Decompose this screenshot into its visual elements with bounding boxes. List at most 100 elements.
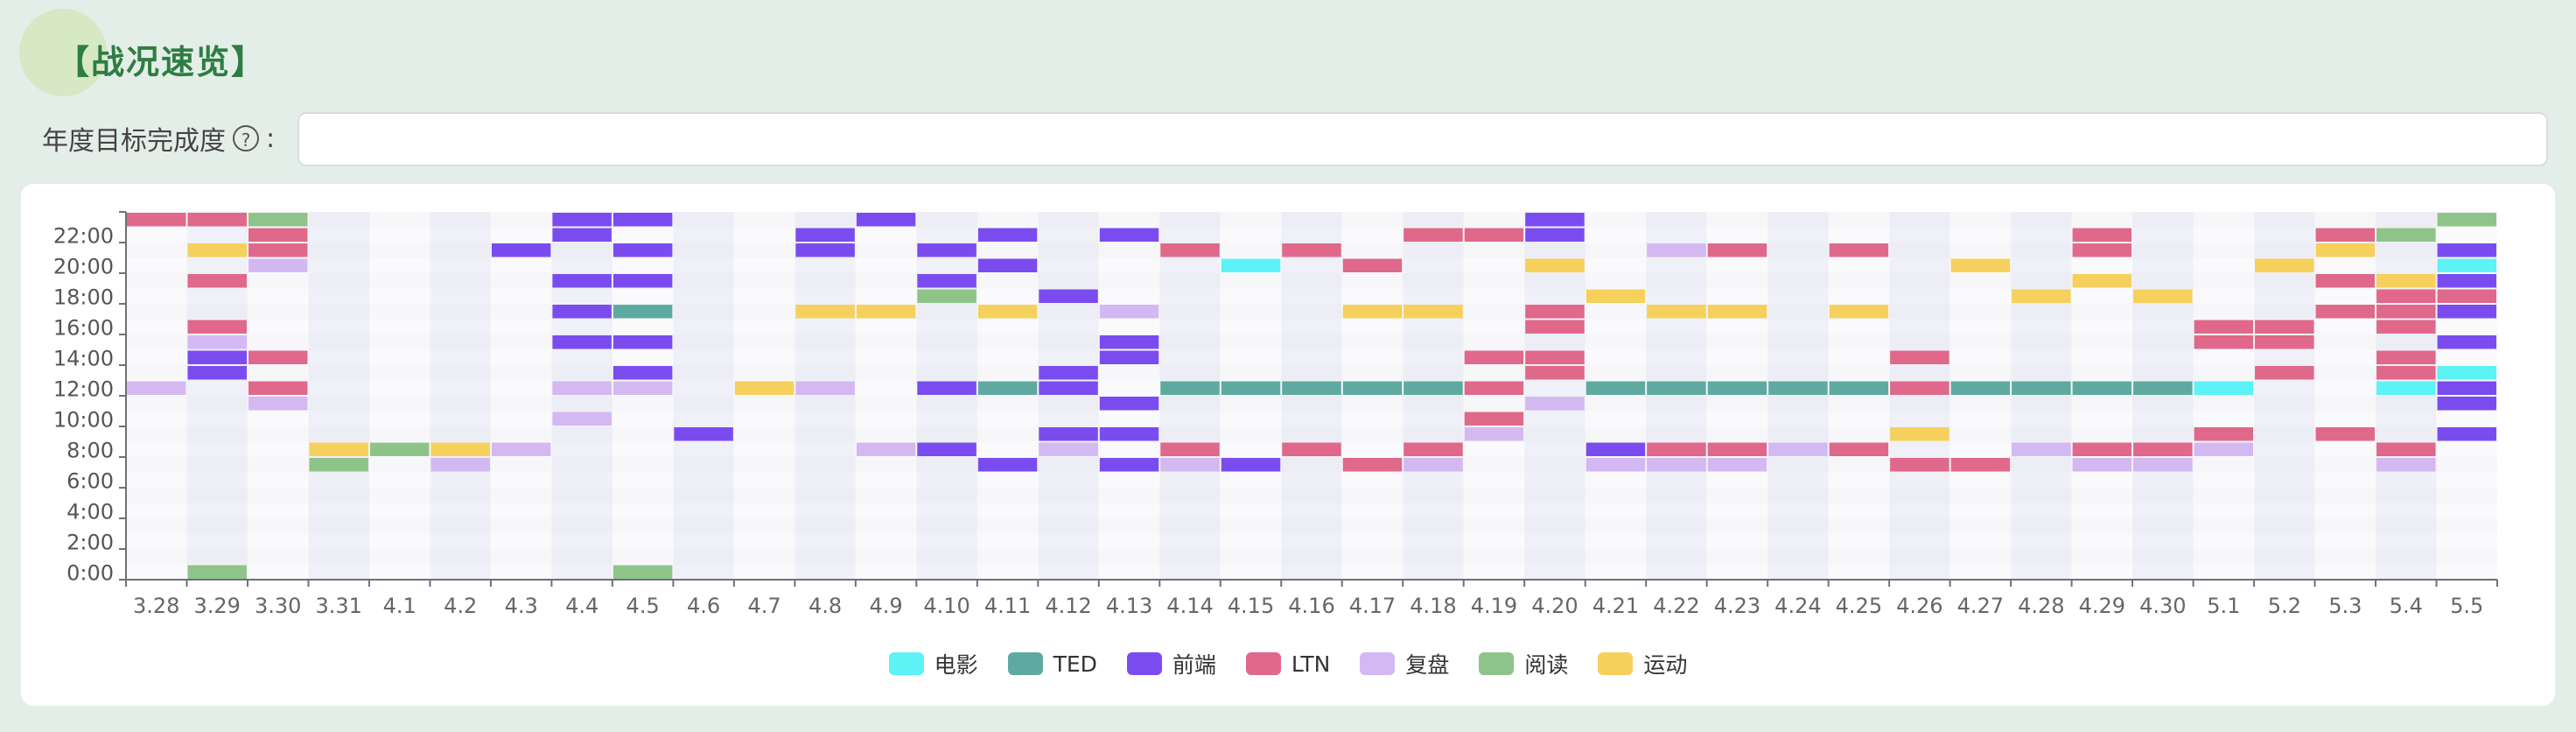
x-tick-label: 5.3 <box>2328 594 2362 618</box>
x-tick-label: 4.28 <box>2018 594 2064 618</box>
row-band <box>126 212 2497 228</box>
heatmap-cell <box>1890 381 1950 395</box>
legend-item[interactable]: 电影 <box>888 648 978 679</box>
legend-label: LTN <box>1291 651 1331 677</box>
legend-item[interactable]: 阅读 <box>1479 648 1568 679</box>
heatmap-cell <box>1707 381 1768 395</box>
heatmap-cell <box>795 381 855 395</box>
column-background <box>733 212 795 580</box>
heatmap-cell <box>2255 258 2314 272</box>
heatmap-cell <box>1342 305 1403 319</box>
heatmap-cell <box>1525 350 1585 364</box>
x-tick-label: 4.1 <box>383 594 416 618</box>
x-tick-label: 4.5 <box>626 594 660 618</box>
heatmap-cell <box>1525 366 1585 380</box>
heatmap-cell <box>187 565 247 579</box>
row-band <box>126 488 2497 503</box>
heatmap-cell <box>1221 258 1281 272</box>
heatmap-cell <box>612 381 673 395</box>
goal-label-colon: : <box>266 123 276 154</box>
heatmap-cell <box>612 335 673 349</box>
legend-swatch <box>1126 652 1162 675</box>
heatmap-cell <box>248 350 308 364</box>
heatmap-cell <box>1039 289 1098 303</box>
heatmap-cell <box>2437 427 2496 441</box>
y-tick-label: 10:00 <box>53 407 114 432</box>
heatmap-cell <box>612 213 673 227</box>
heatmap-cell <box>2012 381 2071 395</box>
heatmap-cell <box>187 243 247 257</box>
heatmap-cell <box>1464 350 1524 364</box>
heatmap-cell <box>2437 397 2496 411</box>
heatmap-cell <box>2315 305 2376 319</box>
heatmap-cell <box>248 381 308 395</box>
x-tick-label: 4.4 <box>565 594 598 618</box>
heatmap-cell <box>2437 366 2496 380</box>
column-background <box>2376 212 2437 580</box>
heatmap-cell <box>552 335 612 349</box>
legend-item[interactable]: 复盘 <box>1360 648 1449 679</box>
heatmap-cell <box>187 350 247 364</box>
column-background <box>976 212 1039 580</box>
column-background <box>1889 212 1950 580</box>
x-tick-label: 5.2 <box>2268 594 2301 618</box>
x-tick-label: 4.12 <box>1045 594 1091 618</box>
heatmap-cell <box>1160 458 1220 472</box>
y-tick-label: 0:00 <box>66 560 114 585</box>
x-tick-label: 4.25 <box>1836 594 1882 618</box>
heatmap-cell <box>2376 366 2436 380</box>
legend-item[interactable]: 运动 <box>1598 648 1687 679</box>
heatmap-cell <box>2194 381 2254 395</box>
y-tick-label: 20:00 <box>53 254 114 278</box>
legend-label: 运动 <box>1643 652 1688 678</box>
legend-item[interactable]: 前端 <box>1126 648 1216 679</box>
y-tick-label: 22:00 <box>53 223 114 248</box>
legend-item[interactable]: TED <box>1007 648 1097 679</box>
column-background <box>1341 212 1404 580</box>
column-background <box>2011 212 2072 580</box>
heatmap-cell <box>1160 243 1220 257</box>
heatmap-cell <box>1404 442 1463 456</box>
heatmap-cell <box>1404 458 1463 472</box>
row-band <box>126 273 2497 289</box>
heatmap-cell <box>2072 228 2132 242</box>
heatmap-cell <box>612 366 673 380</box>
heatmap-cell <box>1282 381 1341 395</box>
legend-item[interactable]: LTN <box>1245 648 1331 679</box>
x-tick-label: 4.29 <box>2079 594 2125 618</box>
heatmap-cell <box>2376 305 2436 319</box>
heatmap-cell <box>309 458 368 472</box>
heatmap-cell <box>248 213 308 227</box>
column-background <box>551 212 612 580</box>
question-circle-icon[interactable]: ? <box>233 125 259 151</box>
column-background <box>1098 212 1160 580</box>
heatmap-cell <box>2194 442 2254 456</box>
x-tick-label: 4.30 <box>2139 594 2186 618</box>
heatmap-cell <box>1525 258 1585 272</box>
heatmap-cell <box>2072 381 2132 395</box>
legend-swatch <box>1245 652 1281 675</box>
column-background <box>1524 212 1586 580</box>
heatmap-cell <box>2315 427 2376 441</box>
heatmap-cell <box>2437 274 2496 288</box>
heatmap-cell <box>1829 305 1889 319</box>
x-tick-label: 4.14 <box>1166 594 1213 618</box>
column-background <box>1768 212 1829 580</box>
heatmap-cell <box>2133 381 2193 395</box>
x-tick-label: 4.7 <box>748 594 781 618</box>
goal-progress-input[interactable] <box>298 112 2548 166</box>
heatmap-cell <box>552 274 612 288</box>
heatmap-cell <box>1647 243 1706 257</box>
legend-label: TED <box>1053 651 1097 677</box>
heatmap-cell <box>1890 350 1950 364</box>
legend-swatch <box>888 652 924 675</box>
heatmap-cell <box>1950 458 2011 472</box>
x-tick-label: 4.17 <box>1349 594 1396 618</box>
column-background <box>1585 212 1647 580</box>
heatmap-cell <box>187 366 247 380</box>
heatmap-cell <box>1525 320 1585 334</box>
heatmap-cell <box>1707 305 1768 319</box>
y-tick-label: 18:00 <box>53 285 114 309</box>
heatmap-cell <box>1099 228 1159 242</box>
heatmap-cell <box>2437 335 2496 349</box>
